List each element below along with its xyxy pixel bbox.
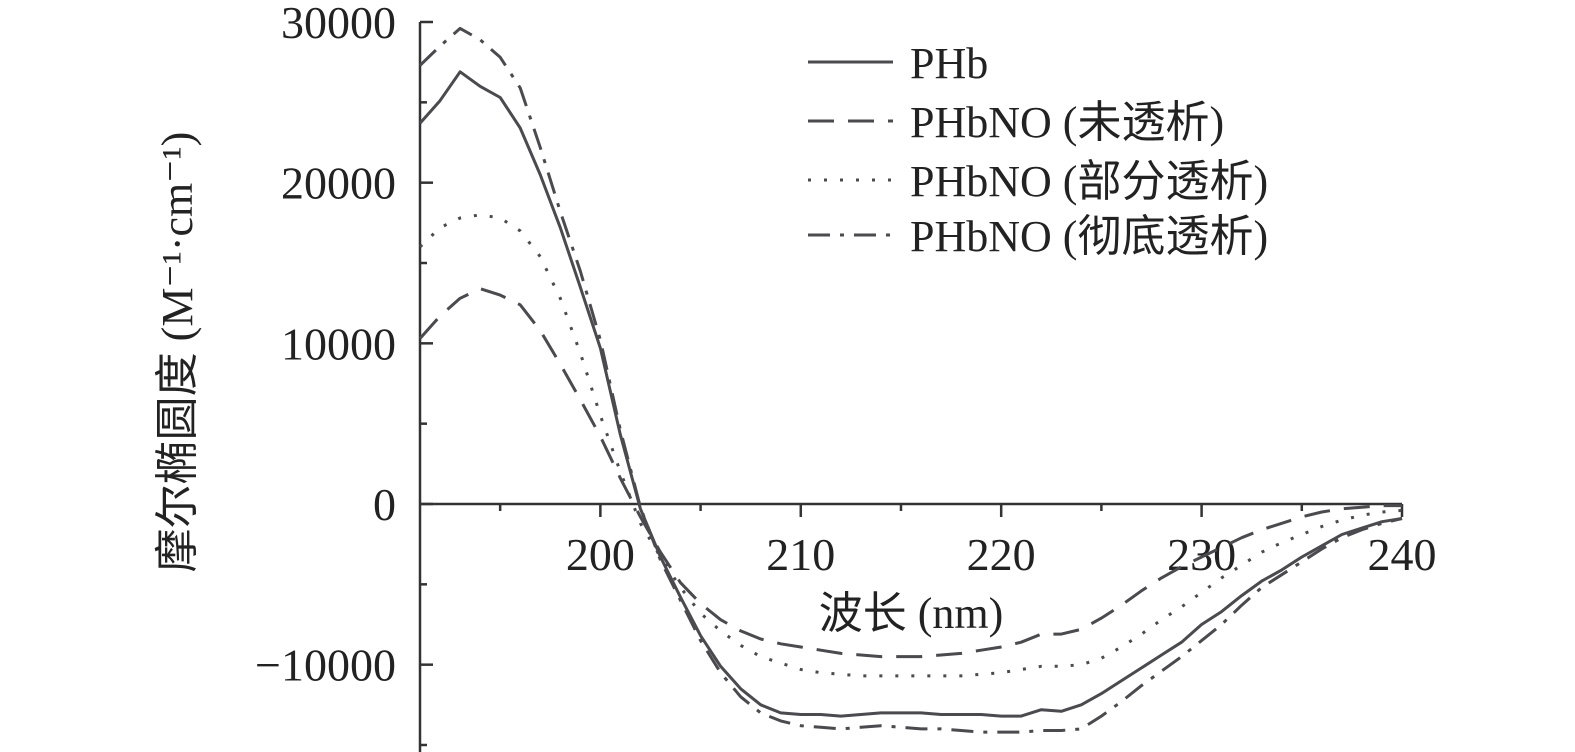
legend-label-phbno-complete: PHbNO (彻底透析) bbox=[910, 212, 1268, 261]
y-tick-label: −10000 bbox=[255, 640, 396, 691]
x-tick-label: 230 bbox=[1167, 529, 1236, 580]
legend-label-phbno-partial: PHbNO (部分透析) bbox=[910, 157, 1268, 206]
legend-item: PHb bbox=[808, 39, 988, 88]
x-axis-ticks: 200 210 220 230 240 bbox=[498, 504, 1437, 580]
x-tick-label: 220 bbox=[967, 529, 1036, 580]
series-line-phbno-complete bbox=[418, 26, 1403, 734]
legend-label-phbno-undialyzed: PHbNO (未透析) bbox=[910, 98, 1224, 147]
x-axis-title: 波长 (nm) bbox=[819, 589, 1004, 638]
y-axis-ticks: −10000 0 10000 20000 30000 bbox=[255, 0, 433, 747]
series-lines bbox=[418, 26, 1403, 734]
y-tick-label: 10000 bbox=[281, 318, 396, 369]
series-line-phbno-undialyzed bbox=[418, 287, 1402, 659]
legend-item: PHbNO (部分透析) bbox=[808, 157, 1268, 206]
x-tick-label: 240 bbox=[1368, 529, 1437, 580]
legend-label-phb: PHb bbox=[910, 39, 988, 88]
y-tick-label: 20000 bbox=[281, 158, 396, 209]
x-tick-label: 200 bbox=[566, 529, 635, 580]
y-tick-label: 30000 bbox=[281, 0, 396, 48]
y-tick-label: 0 bbox=[373, 479, 396, 530]
legend-item: PHbNO (未透析) bbox=[808, 98, 1224, 147]
y-axis-title: 摩尔椭圆度 (M⁻¹·cm⁻¹) bbox=[153, 132, 202, 573]
x-tick-label: 210 bbox=[766, 529, 835, 580]
legend: PHb PHbNO (未透析) PHbNO (部分透析) PHbNO (彻底透析… bbox=[808, 39, 1268, 261]
series-line-phb bbox=[418, 70, 1403, 718]
legend-item: PHbNO (彻底透析) bbox=[808, 212, 1268, 261]
